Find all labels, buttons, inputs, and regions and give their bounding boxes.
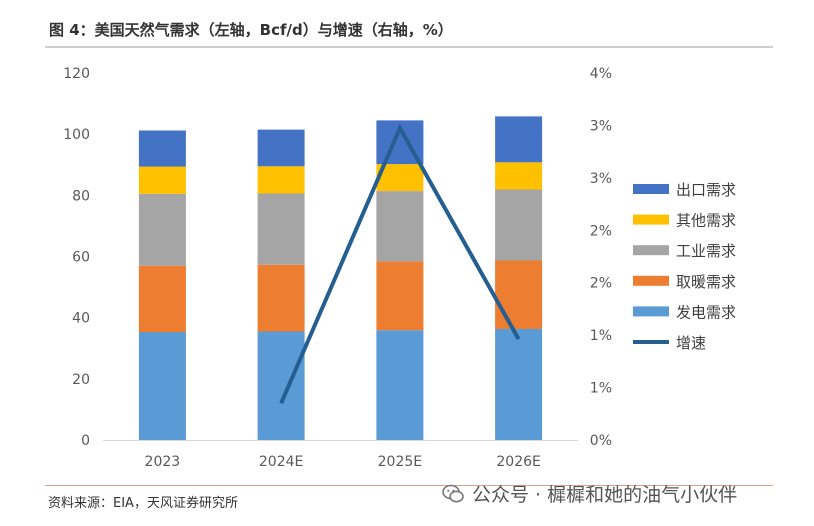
y-right-tick-label: 1%: [590, 328, 612, 344]
y-right-tick-label: 4%: [590, 66, 612, 82]
bar-2023-series-1: [138, 265, 186, 333]
x-tick-label: 2025E: [378, 454, 422, 470]
y-right-tick-label: 1%: [590, 381, 612, 397]
bar-2024E-series-1: [257, 264, 305, 332]
legend-label: 出口需求: [676, 181, 736, 199]
y-left-tick-label: 80: [72, 188, 90, 204]
title-underline: [45, 46, 773, 48]
bar-2026E-series-1: [495, 260, 543, 329]
bar-2026E-series-4: [495, 116, 543, 163]
bar-2025E-series-1: [376, 261, 424, 331]
bar-2026E-series-3: [495, 162, 543, 190]
bar-2025E-series-0: [376, 330, 424, 440]
y-right-tick-label: 3%: [590, 118, 612, 134]
legend-label: 发电需求: [676, 303, 736, 321]
bar-2024E-series-3: [257, 166, 305, 194]
legend-swatch: [633, 184, 669, 194]
bar-2024E-series-2: [257, 193, 305, 265]
y-right-tick-label: 2%: [590, 276, 612, 292]
bar-2025E-series-2: [376, 191, 424, 262]
y-right-tick-label: 0%: [590, 433, 612, 449]
y-right-tick-label: 3%: [590, 171, 612, 187]
legend-label: 工业需求: [676, 242, 736, 260]
bar-2023-series-0: [138, 332, 186, 440]
x-tick-label: 2024E: [259, 454, 303, 470]
bar-2023-series-3: [138, 166, 186, 194]
bar-2026E-series-0: [495, 329, 543, 440]
legend-swatch: [633, 275, 669, 286]
bar-2023-series-4: [138, 130, 186, 167]
legend-swatch: [633, 214, 669, 225]
y-left-tick-label: 120: [63, 66, 90, 82]
wechat-icon: [442, 484, 464, 502]
bar-2024E-series-0: [257, 331, 305, 440]
legend-label: 增速: [676, 334, 706, 352]
legend-label: 其他需求: [676, 212, 736, 230]
x-tick-label: 2026E: [496, 454, 540, 470]
bar-2026E-series-2: [495, 189, 543, 261]
source-note: 资料来源：EIA，天风证券研究所: [48, 496, 238, 511]
x-tick-label: 2023: [145, 454, 181, 470]
y-right-tick-label: 2%: [590, 223, 612, 239]
legend-swatch: [633, 245, 669, 256]
y-left-tick-label: 20: [72, 372, 90, 388]
legend-label: 取暖需求: [676, 273, 736, 291]
bar-2023-series-2: [138, 193, 186, 266]
y-left-tick-label: 60: [72, 250, 90, 266]
bar-2024E-series-4: [257, 129, 305, 167]
watermark-text: 公众号 · 樨樨和她的油气小伙伴: [472, 484, 738, 506]
y-left-tick-label: 0: [81, 433, 90, 449]
y-left-tick-label: 40: [72, 311, 90, 327]
chart-title: 图 4：美国天然气需求（左轴，Bcf/d）与增速（右轴，%）: [49, 21, 453, 39]
watermark: 公众号 · 樨樨和她的油气小伙伴: [442, 480, 737, 507]
legend-swatch: [633, 306, 669, 317]
footer-divider: [45, 485, 773, 486]
y-left-tick-label: 100: [63, 127, 90, 143]
